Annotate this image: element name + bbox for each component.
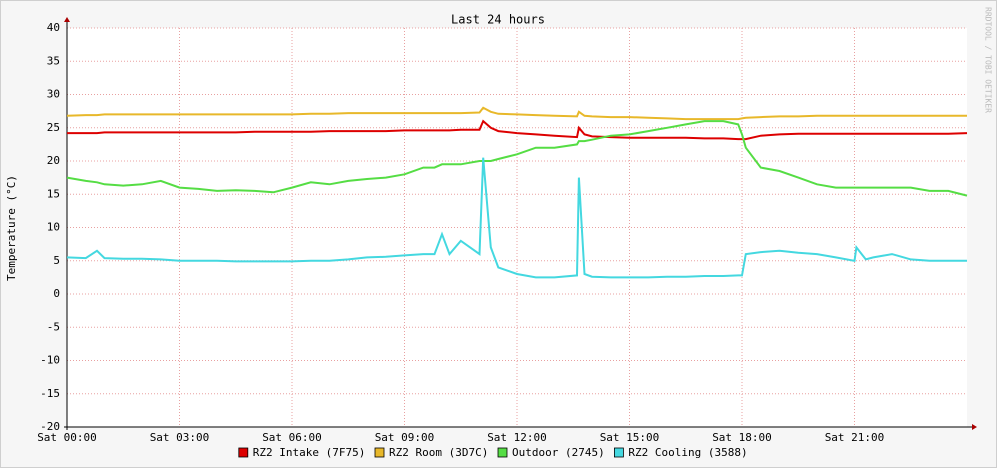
y-tick-label: 10 xyxy=(47,221,60,234)
y-tick-label: 30 xyxy=(47,88,60,101)
legend-label: Outdoor (2745) xyxy=(512,446,605,459)
legend-label: RZ2 Room (3D7C) xyxy=(389,446,488,459)
legend-swatch xyxy=(497,447,508,458)
y-tick-label: 25 xyxy=(47,121,60,134)
chart-title: Last 24 hours xyxy=(451,13,545,27)
x-tick-label: Sat 03:00 xyxy=(150,431,210,444)
legend-swatch xyxy=(614,447,624,458)
y-tick-label: -20 xyxy=(40,420,60,433)
legend-swatch xyxy=(238,447,249,458)
watermark: RRDTOOL / TOBI OETIKER xyxy=(984,7,993,113)
axis-arrow xyxy=(64,17,70,22)
x-tick-label: Sat 09:00 xyxy=(375,431,435,444)
x-tick-label: Sat 15:00 xyxy=(600,431,660,444)
y-tick-label: 40 xyxy=(47,21,60,34)
x-tick-label: Sat 12:00 xyxy=(487,431,547,444)
series-line xyxy=(66,120,968,197)
series-line xyxy=(66,157,967,279)
x-tick-label: Sat 18:00 xyxy=(712,431,772,444)
legend-label: RZ2 Cooling (3588) xyxy=(628,446,747,459)
y-tick-label: 35 xyxy=(47,54,60,67)
y-tick-label: 5 xyxy=(53,254,60,267)
series-line xyxy=(67,119,968,141)
y-tick-label: 15 xyxy=(47,187,60,200)
x-tick-label: Sat 00:00 xyxy=(37,431,97,444)
series-line xyxy=(66,106,967,121)
y-tick-label: -10 xyxy=(40,354,60,367)
y-tick-label: -5 xyxy=(47,320,60,333)
axis-arrow xyxy=(972,424,977,430)
y-tick-label: -15 xyxy=(40,387,60,400)
y-tick-label: 20 xyxy=(47,154,60,167)
x-tick-label: Sat 06:00 xyxy=(262,431,322,444)
y-tick-label: 0 xyxy=(53,287,60,300)
y-axis-label: Temperature (°C) xyxy=(5,175,18,281)
legend-swatch xyxy=(374,447,385,458)
x-tick-label: Sat 21:00 xyxy=(825,431,885,444)
legend-label: RZ2 Intake (7F75) xyxy=(253,446,366,459)
